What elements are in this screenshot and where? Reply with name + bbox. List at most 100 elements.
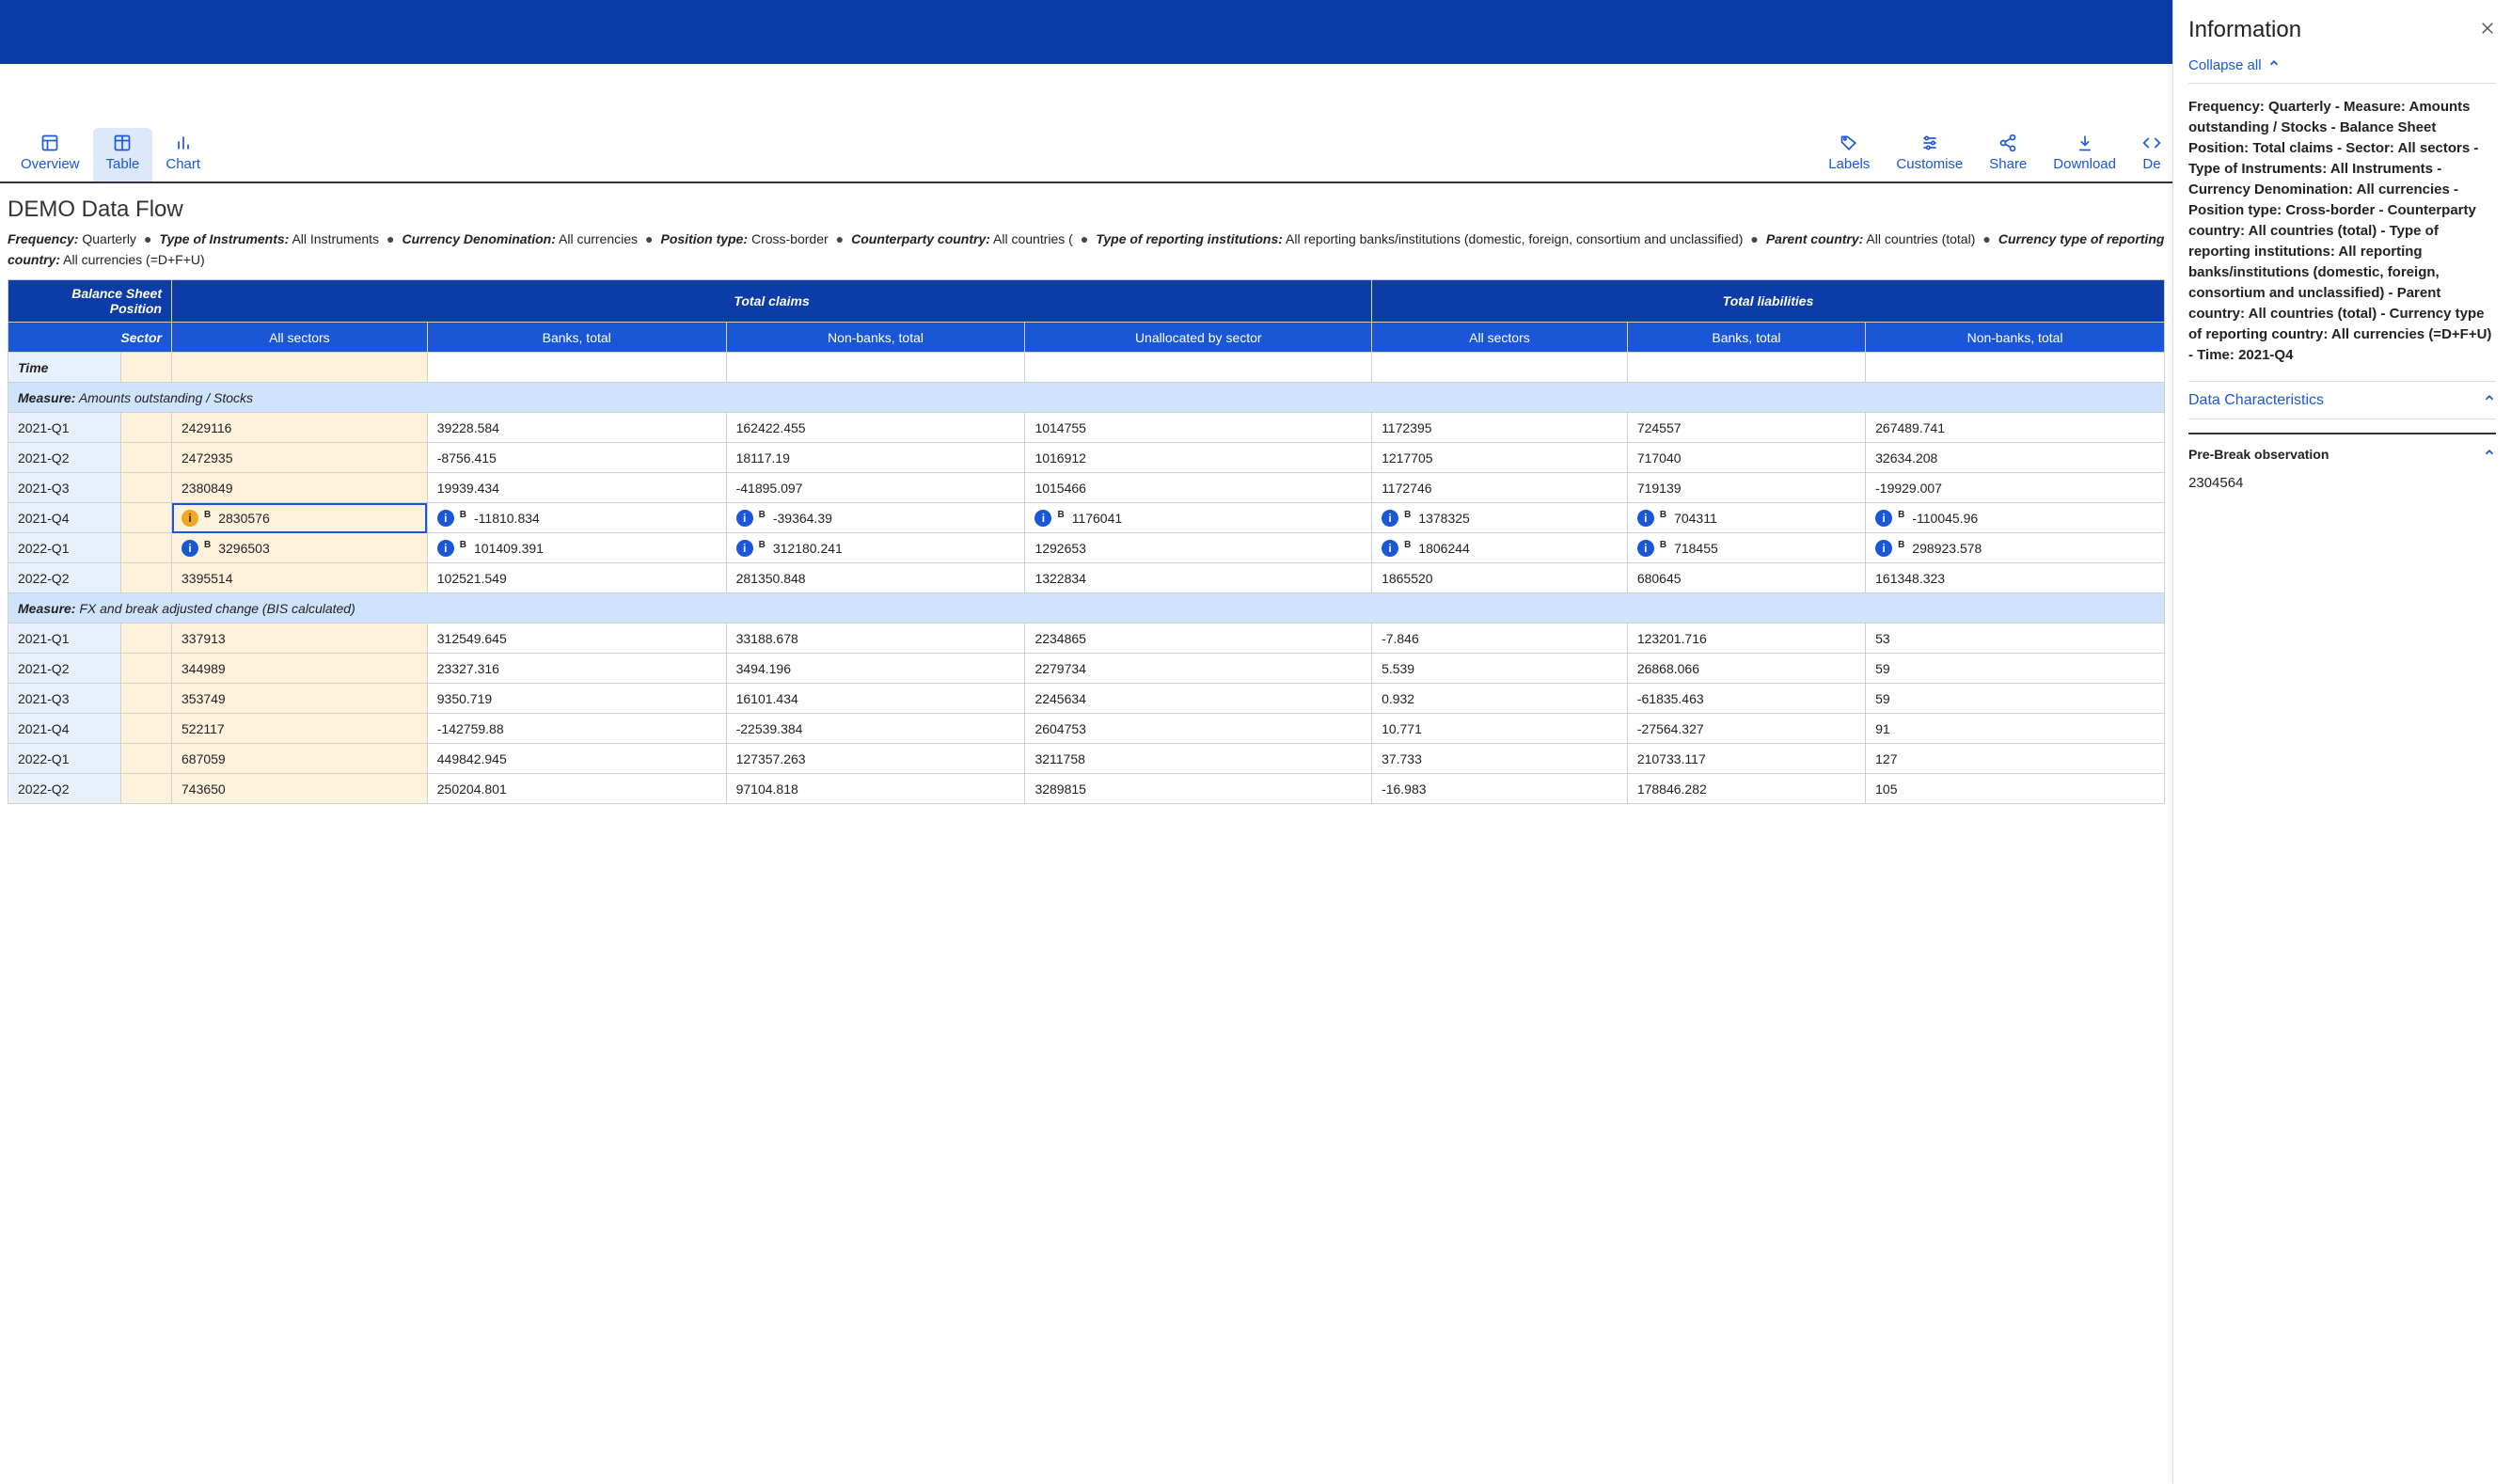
data-cell[interactable]: -22539.384 bbox=[726, 714, 1025, 744]
data-cell[interactable]: iB1378325 bbox=[1372, 503, 1628, 533]
data-cell[interactable]: 37.733 bbox=[1372, 744, 1628, 774]
data-cell[interactable]: 5.539 bbox=[1372, 654, 1628, 684]
btn-developer[interactable]: De bbox=[2129, 128, 2165, 182]
info-icon[interactable]: i bbox=[1875, 540, 1892, 557]
data-cell[interactable]: 717040 bbox=[1627, 443, 1865, 473]
data-cell[interactable]: 178846.282 bbox=[1627, 774, 1865, 804]
data-cell[interactable]: 1016912 bbox=[1025, 443, 1372, 473]
section-data-characteristics[interactable]: Data Characteristics bbox=[2188, 381, 2496, 419]
subsection-pre-break[interactable]: Pre-Break observation bbox=[2188, 433, 2496, 471]
info-icon[interactable]: i bbox=[736, 510, 753, 527]
data-cell[interactable]: 743650 bbox=[172, 774, 428, 804]
info-icon[interactable]: i bbox=[736, 540, 753, 557]
data-cell[interactable]: 91 bbox=[1866, 714, 2165, 744]
data-cell[interactable]: -61835.463 bbox=[1627, 684, 1865, 714]
data-cell[interactable]: iB704311 bbox=[1627, 503, 1865, 533]
data-cell[interactable]: 16101.434 bbox=[726, 684, 1025, 714]
info-icon[interactable]: i bbox=[1382, 540, 1398, 557]
data-cell[interactable]: 1015466 bbox=[1025, 473, 1372, 503]
data-cell[interactable]: 719139 bbox=[1627, 473, 1865, 503]
data-cell[interactable]: 3395514 bbox=[172, 563, 428, 593]
data-cell[interactable]: 59 bbox=[1866, 684, 2165, 714]
data-cell[interactable]: 1172746 bbox=[1372, 473, 1628, 503]
data-cell[interactable]: -41895.097 bbox=[726, 473, 1025, 503]
tab-table[interactable]: Table bbox=[93, 128, 153, 182]
data-cell[interactable]: 353749 bbox=[172, 684, 428, 714]
info-icon[interactable]: i bbox=[1034, 510, 1051, 527]
data-cell[interactable]: 1865520 bbox=[1372, 563, 1628, 593]
data-cell[interactable]: -8756.415 bbox=[427, 443, 726, 473]
data-cell[interactable]: 680645 bbox=[1627, 563, 1865, 593]
col-header[interactable]: Banks, total bbox=[427, 323, 726, 353]
data-cell[interactable]: 53 bbox=[1866, 624, 2165, 654]
info-icon[interactable]: i bbox=[437, 540, 454, 557]
info-icon[interactable]: i bbox=[1637, 510, 1654, 527]
info-icon[interactable]: i bbox=[182, 510, 198, 527]
data-cell[interactable]: 337913 bbox=[172, 624, 428, 654]
data-cell[interactable]: 2429116 bbox=[172, 413, 428, 443]
data-cell[interactable]: 162422.455 bbox=[726, 413, 1025, 443]
data-cell[interactable]: 97104.818 bbox=[726, 774, 1025, 804]
btn-customise[interactable]: Customise bbox=[1883, 128, 1976, 182]
col-header[interactable]: Non-banks, total bbox=[726, 323, 1025, 353]
data-cell[interactable]: 2472935 bbox=[172, 443, 428, 473]
info-icon[interactable]: i bbox=[1637, 540, 1654, 557]
data-cell[interactable]: 1172395 bbox=[1372, 413, 1628, 443]
info-icon[interactable]: i bbox=[437, 510, 454, 527]
data-cell[interactable]: 344989 bbox=[172, 654, 428, 684]
data-cell[interactable]: iB3296503 bbox=[172, 533, 428, 563]
collapse-all-button[interactable]: Collapse all bbox=[2188, 56, 2496, 84]
data-cell[interactable]: iB1176041 bbox=[1025, 503, 1372, 533]
data-cell[interactable]: 3494.196 bbox=[726, 654, 1025, 684]
data-cell[interactable]: 19939.434 bbox=[427, 473, 726, 503]
data-cell[interactable]: 161348.323 bbox=[1866, 563, 2165, 593]
data-cell[interactable]: iB-110045.96 bbox=[1866, 503, 2165, 533]
data-cell[interactable]: 449842.945 bbox=[427, 744, 726, 774]
data-cell[interactable]: 210733.117 bbox=[1627, 744, 1865, 774]
col-header[interactable]: All sectors bbox=[1372, 323, 1628, 353]
tab-overview[interactable]: Overview bbox=[8, 128, 93, 182]
data-cell[interactable]: 1014755 bbox=[1025, 413, 1372, 443]
col-header[interactable]: Unallocated by sector bbox=[1025, 323, 1372, 353]
data-cell[interactable]: 105 bbox=[1866, 774, 2165, 804]
data-cell[interactable]: iB312180.241 bbox=[726, 533, 1025, 563]
data-cell[interactable]: 3289815 bbox=[1025, 774, 1372, 804]
data-cell[interactable]: 2279734 bbox=[1025, 654, 1372, 684]
data-cell[interactable]: 23327.316 bbox=[427, 654, 726, 684]
data-cell[interactable]: 724557 bbox=[1627, 413, 1865, 443]
data-cell[interactable]: 250204.801 bbox=[427, 774, 726, 804]
data-cell[interactable]: iB2830576 bbox=[172, 503, 428, 533]
col-header[interactable]: All sectors bbox=[172, 323, 428, 353]
data-cell[interactable]: 687059 bbox=[172, 744, 428, 774]
data-cell[interactable]: 1322834 bbox=[1025, 563, 1372, 593]
data-cell[interactable]: 32634.208 bbox=[1866, 443, 2165, 473]
data-cell[interactable]: -19929.007 bbox=[1866, 473, 2165, 503]
data-cell[interactable]: 26868.066 bbox=[1627, 654, 1865, 684]
btn-download[interactable]: Download bbox=[2040, 128, 2129, 182]
data-cell[interactable]: 3211758 bbox=[1025, 744, 1372, 774]
col-header[interactable]: Non-banks, total bbox=[1866, 323, 2165, 353]
data-cell[interactable]: 59 bbox=[1866, 654, 2165, 684]
data-cell[interactable]: 102521.549 bbox=[427, 563, 726, 593]
data-cell[interactable]: iB718455 bbox=[1627, 533, 1865, 563]
data-cell[interactable]: 127 bbox=[1866, 744, 2165, 774]
data-cell[interactable]: 9350.719 bbox=[427, 684, 726, 714]
data-cell[interactable]: 0.932 bbox=[1372, 684, 1628, 714]
data-cell[interactable]: -27564.327 bbox=[1627, 714, 1865, 744]
data-cell[interactable]: 2234865 bbox=[1025, 624, 1372, 654]
info-icon[interactable]: i bbox=[182, 540, 198, 557]
data-cell[interactable]: 18117.19 bbox=[726, 443, 1025, 473]
data-cell[interactable]: -142759.88 bbox=[427, 714, 726, 744]
data-cell[interactable]: 33188.678 bbox=[726, 624, 1025, 654]
col-header[interactable]: Banks, total bbox=[1627, 323, 1865, 353]
data-cell[interactable]: iB-39364.39 bbox=[726, 503, 1025, 533]
data-cell[interactable]: -16.983 bbox=[1372, 774, 1628, 804]
data-cell[interactable]: 281350.848 bbox=[726, 563, 1025, 593]
data-cell[interactable]: 123201.716 bbox=[1627, 624, 1865, 654]
btn-labels[interactable]: Labels bbox=[1815, 128, 1883, 182]
data-cell[interactable]: 1217705 bbox=[1372, 443, 1628, 473]
data-cell[interactable]: 2604753 bbox=[1025, 714, 1372, 744]
btn-share[interactable]: Share bbox=[1976, 128, 2040, 182]
data-cell[interactable]: 39228.584 bbox=[427, 413, 726, 443]
data-cell[interactable]: iB1806244 bbox=[1372, 533, 1628, 563]
